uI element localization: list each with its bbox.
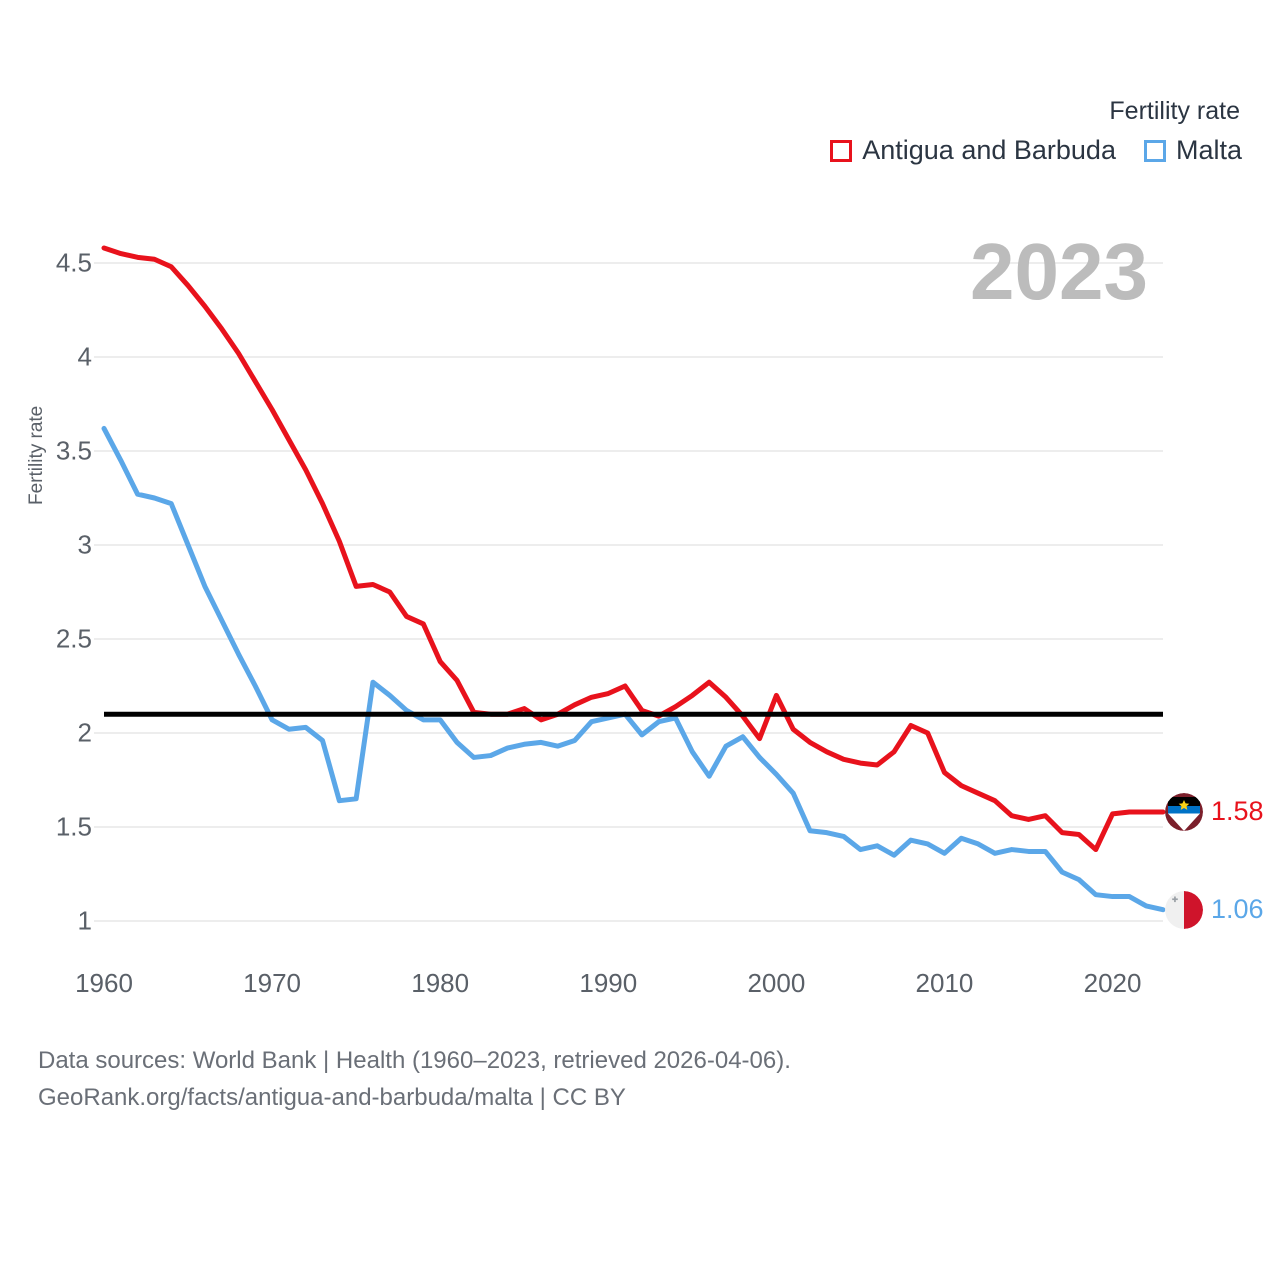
x-tick-label: 2020 xyxy=(1083,968,1142,998)
end-label-antigua-and-barbuda: 1.58 xyxy=(1165,792,1264,831)
series-line-malta xyxy=(101,425,1166,913)
chart-footer: Data sources: World Bank | Health (1960–… xyxy=(38,1042,791,1116)
legend-items: Antigua and Barbuda Malta xyxy=(0,137,1242,164)
legend-item-label: Malta xyxy=(1175,135,1242,165)
legend-item-label: Antigua and Barbuda xyxy=(862,135,1116,165)
x-tick-label: 1960 xyxy=(75,968,133,998)
y-tick-label: 4 xyxy=(77,341,92,372)
end-label-value: 1.58 xyxy=(1211,796,1264,827)
end-label-value: 1.06 xyxy=(1211,894,1264,925)
x-tick-label: 2010 xyxy=(915,968,974,998)
x-tick-label: 2000 xyxy=(747,968,806,998)
y-tick-label: 1 xyxy=(77,905,92,936)
y-tick-label: 4.5 xyxy=(55,247,92,278)
legend-title: Fertility rate xyxy=(1109,97,1240,125)
year-watermark: 2023 xyxy=(970,227,1148,316)
x-tick-label: 1970 xyxy=(243,968,302,998)
legend-swatch-icon xyxy=(1143,139,1166,162)
legend-item-antigua-and-barbuda[interactable]: Antigua and Barbuda xyxy=(830,137,1116,164)
series-line-antigua-and-barbuda xyxy=(101,245,1166,853)
y-tick-label: 2.5 xyxy=(55,623,92,654)
y-tick-label: 2 xyxy=(77,717,92,748)
x-tick-label: 1990 xyxy=(579,968,638,998)
y-tick-label: 3.5 xyxy=(55,435,92,466)
malta-flag-icon xyxy=(1165,890,1203,929)
end-label-malta: 1.06 xyxy=(1165,890,1264,929)
footer-attribution: GeoRank.org/facts/antigua-and-barbuda/ma… xyxy=(38,1084,626,1112)
legend-swatch-icon xyxy=(830,139,853,162)
y-tick-label: 1.5 xyxy=(55,811,92,842)
chart-legend: Fertility rate Antigua and Barbuda Malta xyxy=(0,96,1242,164)
antigua-and-barbuda-flag-icon xyxy=(1165,792,1203,831)
footer-data-sources: Data sources: World Bank | Health (1960–… xyxy=(38,1047,791,1074)
x-tick-label: 1980 xyxy=(411,968,470,998)
legend-item-malta[interactable]: Malta xyxy=(1143,135,1242,165)
y-tick-label: 3 xyxy=(77,529,92,560)
y-axis-tick-labels: 1 1.5 2 2.5 3 3.5 4 4.5 xyxy=(0,0,92,1280)
